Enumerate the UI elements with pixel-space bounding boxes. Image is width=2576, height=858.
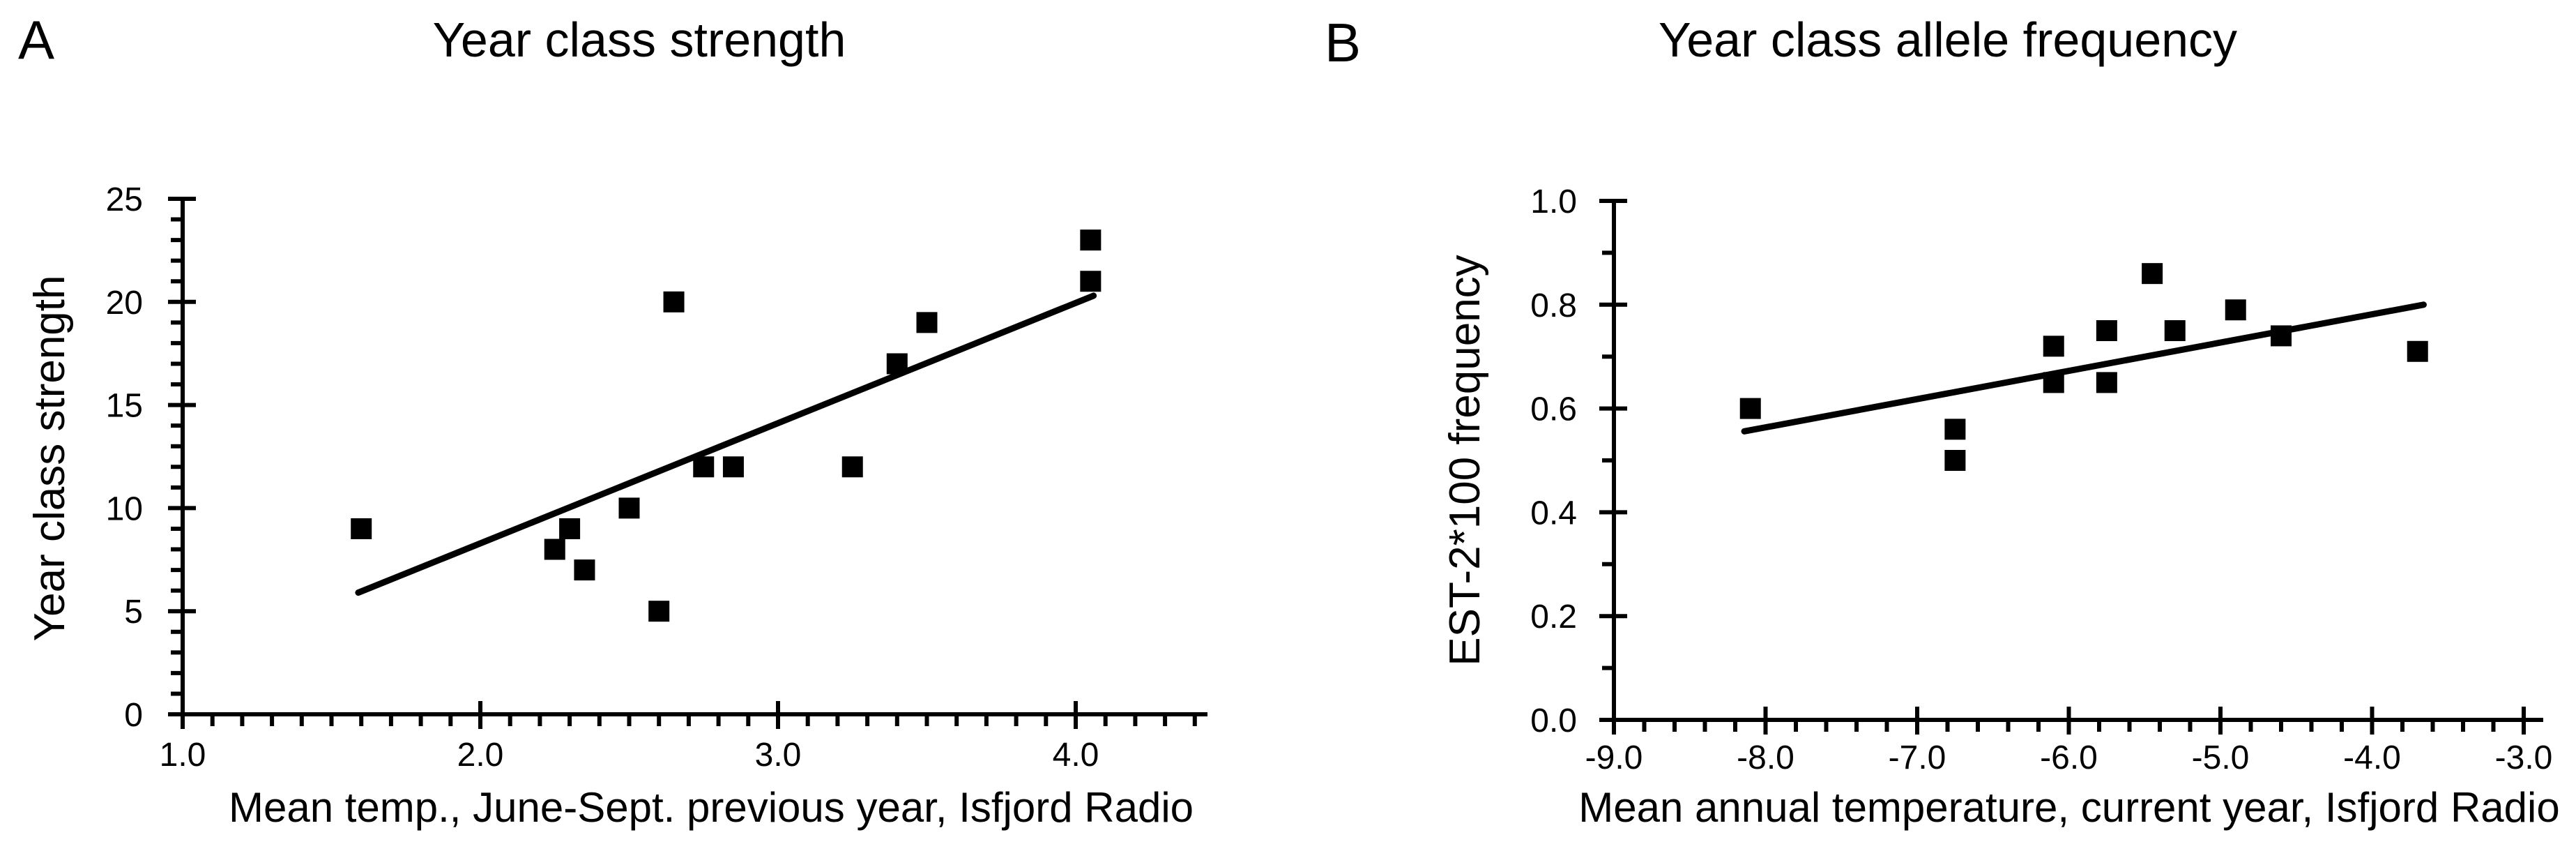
- y-tick-label: 0.6: [1530, 391, 1577, 428]
- panel-b-letter: B: [1325, 12, 1362, 73]
- trend-line: [1741, 301, 2427, 435]
- y-tick-label: 10: [106, 490, 143, 527]
- data-point-marker: [618, 497, 640, 519]
- x-tick-label: -6.0: [2040, 739, 2098, 776]
- y-tick-label: 0.4: [1530, 495, 1577, 532]
- y-tick-label: 25: [106, 181, 143, 218]
- data-point-marker: [544, 539, 565, 560]
- data-point-marker: [2407, 340, 2428, 362]
- trend-line: [355, 292, 1097, 596]
- y-tick-label: 5: [124, 594, 143, 631]
- data-point-marker: [1080, 271, 1102, 292]
- data-point-marker: [648, 601, 670, 622]
- panel-b-y-axis-label: EST-2*100 frequency: [1441, 255, 1489, 666]
- x-tick-label: -5.0: [2192, 739, 2250, 776]
- data-point-marker: [693, 456, 715, 478]
- x-tick-label: 2.0: [457, 737, 504, 774]
- data-point-marker: [2043, 336, 2064, 357]
- x-tick-label: -9.0: [1585, 739, 1643, 776]
- y-tick-label: 0.8: [1530, 287, 1577, 324]
- panel-b-x-axis-label: Mean annual temperature, current year, I…: [1578, 784, 2560, 831]
- data-point-marker: [722, 456, 744, 478]
- data-point-marker: [2142, 263, 2163, 285]
- x-tick-label: 4.0: [1053, 737, 1099, 774]
- data-point-marker: [574, 559, 595, 581]
- y-tick-label: 0.2: [1530, 599, 1577, 635]
- x-tick-label: -3.0: [2495, 739, 2553, 776]
- data-point-marker: [663, 291, 685, 313]
- data-point-marker: [351, 518, 372, 539]
- x-tick-label: -8.0: [1737, 739, 1794, 776]
- y-tick-label: 15: [106, 388, 143, 425]
- x-tick-label: -4.0: [2343, 739, 2401, 776]
- panel-a-letter: A: [18, 9, 55, 70]
- data-point-marker: [1944, 419, 1966, 440]
- data-point-marker: [2096, 320, 2117, 341]
- panel-a-y-axis-label: Year class strength: [26, 275, 74, 642]
- x-tick-label: 3.0: [755, 737, 802, 774]
- y-tick-label: 0: [124, 697, 143, 734]
- x-tick-label: -7.0: [1889, 739, 1946, 776]
- y-tick-label: 20: [106, 285, 143, 322]
- panel-a-title: Year class strength: [432, 13, 846, 67]
- y-tick-label: 1.0: [1530, 183, 1577, 220]
- data-point-marker: [2225, 299, 2246, 321]
- panel-a-x-axis-label: Mean temp., June-Sept. previous year, Is…: [228, 784, 1194, 831]
- data-point-marker: [1080, 229, 1102, 251]
- y-tick-label: 0.0: [1530, 702, 1577, 739]
- x-tick-label: 1.0: [160, 737, 206, 774]
- data-point-marker: [2096, 372, 2117, 393]
- data-point-marker: [841, 456, 863, 478]
- panel-b-title: Year class allele frequency: [1658, 13, 2238, 67]
- data-point-marker: [1739, 398, 1761, 419]
- data-point-marker: [916, 312, 938, 333]
- data-point-marker: [2164, 320, 2186, 341]
- data-point-marker: [1944, 450, 1966, 471]
- data-point-marker: [559, 518, 581, 539]
